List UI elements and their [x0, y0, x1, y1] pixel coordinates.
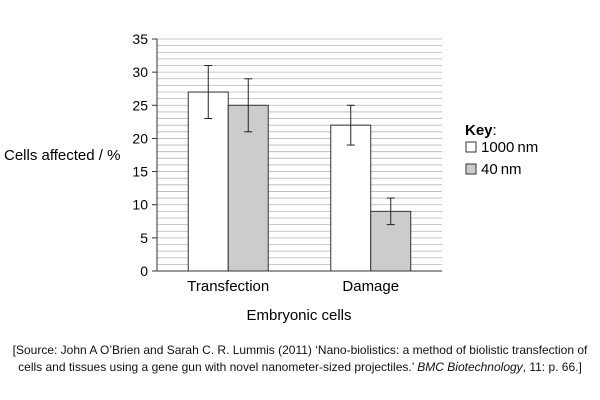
y-tick-label: 10: [132, 197, 148, 213]
y-axis-label: Cells affected / %: [4, 147, 120, 164]
source-suffix: , 11: p. 66.]: [522, 360, 582, 374]
legend-title-text: Key: [465, 122, 493, 139]
x-category-label: Damage: [342, 278, 399, 295]
x-axis-label: Embryonic cells: [246, 307, 351, 324]
x-categories: Transfection Damage: [187, 278, 399, 295]
x-category-label: Transfection: [187, 278, 269, 295]
source-journal: BMC Biotechnology: [417, 360, 523, 374]
legend-swatch: [465, 163, 477, 175]
legend-label: 1000 nm: [481, 139, 538, 156]
legend-label: 40 nm: [481, 161, 522, 178]
bar-chart: 0 5 10 15 20 25 30 35 Transfection Damage Cells …: [4, 31, 538, 324]
y-tick-label: 35: [132, 31, 148, 47]
bar: [227, 104, 269, 272]
y-tick-label: 20: [132, 130, 148, 146]
y-tick-label: 15: [132, 164, 148, 180]
error-bars: [204, 65, 395, 226]
legend-title-suffix: :: [493, 122, 497, 139]
source-prefix: [Source: John A O’Brien and Sarah C. R. …: [12, 343, 588, 374]
legend-swatch: [465, 141, 477, 153]
y-tick-label: 30: [132, 64, 148, 80]
source-citation: [Source: John A O’Brien and Sarah C. R. …: [10, 342, 590, 376]
y-tick-label: 0: [140, 263, 148, 279]
y-tick-label: 25: [132, 97, 148, 113]
legend: Key: 1000 nm 40 nm: [465, 122, 538, 178]
y-tick-label: 5: [140, 230, 148, 246]
y-ticks: 0 5 10 15 20 25 30 35: [132, 31, 157, 279]
legend-title: Key:: [465, 122, 497, 139]
bar: [330, 124, 372, 272]
